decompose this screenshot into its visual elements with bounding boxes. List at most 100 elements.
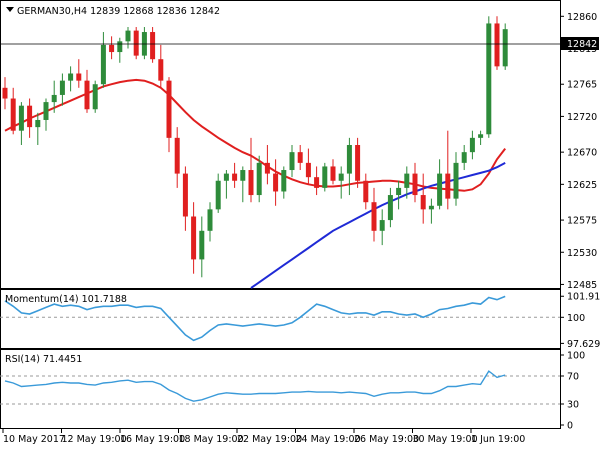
candle-bear [420, 195, 426, 210]
candle-bear [182, 173, 188, 217]
rsi-tick-label: 0 [567, 421, 573, 432]
candle-bull [125, 30, 131, 42]
candle-bull [51, 94, 57, 103]
candle-bear [355, 145, 361, 181]
candle-bear [494, 23, 500, 67]
momentum-tick-label: 100 [567, 313, 585, 324]
candle-bull [338, 173, 344, 181]
price-tick-label: 12765 [567, 80, 597, 91]
price-tick-label: 12485 [567, 280, 597, 291]
candle-bull [59, 80, 65, 95]
time-tick-label: 18 May 19:00 [179, 434, 244, 445]
price-tick-label: 12530 [567, 248, 597, 259]
candle-bull [437, 173, 443, 206]
candle-bull [289, 152, 295, 171]
candle-bear [76, 73, 82, 81]
candle-bull [35, 119, 41, 128]
candle-bull [215, 180, 221, 210]
candle-bull [469, 137, 475, 153]
rsi-line [4, 370, 506, 402]
candle-bull [346, 145, 352, 174]
candle-bull [68, 73, 74, 81]
time-tick-label: 30 May 19:00 [413, 434, 478, 445]
price-tick-label: 12720 [567, 112, 597, 123]
candle-bear [150, 32, 156, 60]
candle-bear [412, 173, 418, 196]
time-tick-label: 12 May 19:00 [62, 434, 127, 445]
candle-bear [232, 173, 238, 181]
candle-bull [428, 205, 434, 210]
candle-bull [223, 173, 229, 181]
candle-bull [117, 41, 123, 53]
rsi-tick-label: 70 [567, 372, 579, 383]
momentum-tick-label: 101.914 [567, 292, 600, 303]
time-tick-label: 1 Jun 19:00 [471, 434, 525, 445]
candle-bear [109, 44, 115, 53]
candle-bull [207, 209, 213, 231]
time-tick-label: 24 May 19:00 [296, 434, 361, 445]
time-tick-label: 22 May 19:00 [237, 434, 302, 445]
time-tick-label: 10 May 2017 [3, 434, 65, 445]
rsi-group: 100 70 30 0 [0, 351, 585, 432]
candle-bear [191, 216, 197, 260]
price-marker-text: 12842 [567, 39, 597, 50]
time-tick-label: 26 May 19:00 [354, 434, 419, 445]
candle-bull [199, 230, 205, 260]
candle-bear [297, 152, 303, 163]
candle-bear [273, 173, 279, 192]
candle-bull [256, 162, 262, 196]
candle-bear [2, 87, 8, 99]
symbol-ohlc-text: GERMAN30,H4 12839 12868 12836 12842 [17, 6, 220, 17]
candle-bull [322, 166, 328, 188]
candle-bull [92, 84, 98, 110]
candle-bear [27, 105, 33, 128]
candle-bull [404, 173, 410, 188]
momentum-title: Momentum(14) 101.7188 [5, 294, 127, 305]
candle-bear [133, 30, 139, 56]
rsi-tick-label: 100 [567, 351, 585, 362]
candle-bull [396, 187, 402, 196]
momentum-panel-frame [0, 289, 561, 349]
candle-bear [10, 98, 16, 131]
candle-bear [84, 80, 90, 110]
candle-bear [305, 162, 311, 178]
candle-bear [330, 166, 336, 181]
price-tick-label: 12625 [567, 180, 597, 191]
candle-bear [445, 173, 451, 199]
candle-bear [248, 170, 254, 196]
candle-bear [158, 59, 164, 81]
price-panel-frame [0, 0, 561, 289]
symbol-dropdown-icon[interactable] [6, 7, 14, 12]
candle-bear [371, 202, 377, 231]
time-tick-label: 16 May 19:00 [120, 434, 185, 445]
candle-bear [363, 180, 369, 203]
price-axis: 1286012815127651272012670126251257512530… [560, 12, 597, 291]
candle-bull [453, 162, 459, 199]
candle-bull [502, 29, 508, 67]
price-tick-label: 12860 [567, 12, 597, 23]
candle-bull [478, 134, 484, 138]
candle-bear [166, 80, 172, 138]
sma20-group [4, 78, 506, 192]
price-tick-label: 12670 [567, 148, 597, 159]
candle-bull [43, 102, 49, 120]
candle-bear [314, 177, 320, 188]
candle-bull [387, 195, 393, 221]
candle-bear [174, 137, 180, 174]
candle-bull [240, 170, 246, 181]
sma20-line [4, 78, 506, 192]
price-marker-box [561, 37, 599, 50]
sma100-group [250, 162, 506, 289]
candle-bull [281, 170, 287, 192]
candle-bull [461, 152, 467, 163]
candles-group [2, 16, 508, 278]
rsi-title: RSI(14) 71.4451 [5, 354, 82, 365]
rsi-panel-frame [0, 349, 561, 429]
momentum-line [4, 295, 506, 342]
candle-bull [379, 220, 385, 231]
candle-bear [264, 162, 270, 174]
